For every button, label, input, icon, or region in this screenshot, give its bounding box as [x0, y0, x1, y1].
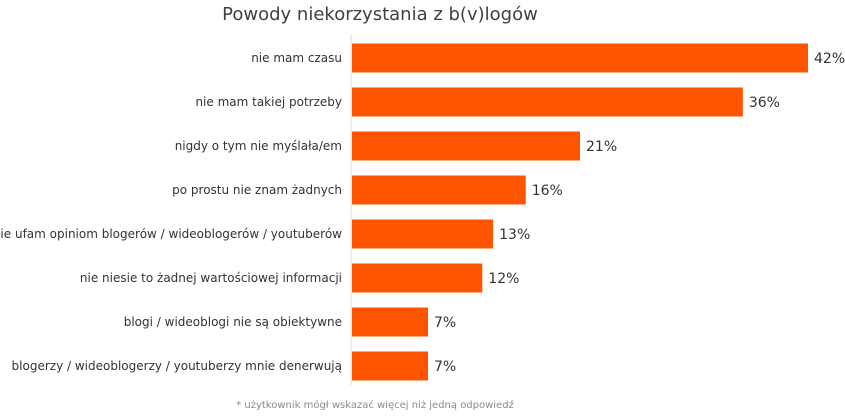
- category-label: blogi / wideoblogi nie są obiektywne: [124, 315, 342, 329]
- bars-group: nie mam czasu 42% nie mam takiej potrzeby 3…: [0, 43, 845, 381]
- bar: [352, 175, 526, 205]
- category-label: nie mam czasu: [251, 51, 342, 65]
- bar: [352, 263, 483, 293]
- value-label: 7%: [434, 359, 456, 375]
- value-label: 21%: [586, 139, 617, 155]
- bar: [352, 307, 428, 337]
- bar: [352, 351, 428, 381]
- bar: [352, 87, 743, 117]
- value-label: 13%: [499, 227, 530, 243]
- category-label: blogerzy / wideoblogerzy / youtuberzy mn…: [12, 359, 342, 373]
- value-label: 16%: [532, 183, 563, 199]
- value-label: 36%: [749, 95, 780, 111]
- bar: [352, 43, 808, 73]
- bar: [352, 219, 494, 249]
- bar: [352, 131, 580, 161]
- chart-title: Powody niekorzystania z b(v)logów: [222, 4, 538, 25]
- category-label: po prostu nie znam żadnych: [172, 183, 342, 197]
- value-label: 12%: [488, 271, 519, 287]
- footnote: * użytkownik mógł wskazać więcej niż jed…: [236, 399, 514, 411]
- category-label: nigdy o tym nie myślała/em: [175, 139, 342, 153]
- category-label: nie ufam opiniom blogerów / wideoblogeró…: [0, 227, 342, 241]
- category-label: nie niesie to żadnej wartościowej inform…: [80, 271, 342, 285]
- value-label: 7%: [434, 315, 456, 331]
- value-label: 42%: [814, 51, 845, 67]
- category-label: nie mam takiej potrzeby: [195, 95, 342, 109]
